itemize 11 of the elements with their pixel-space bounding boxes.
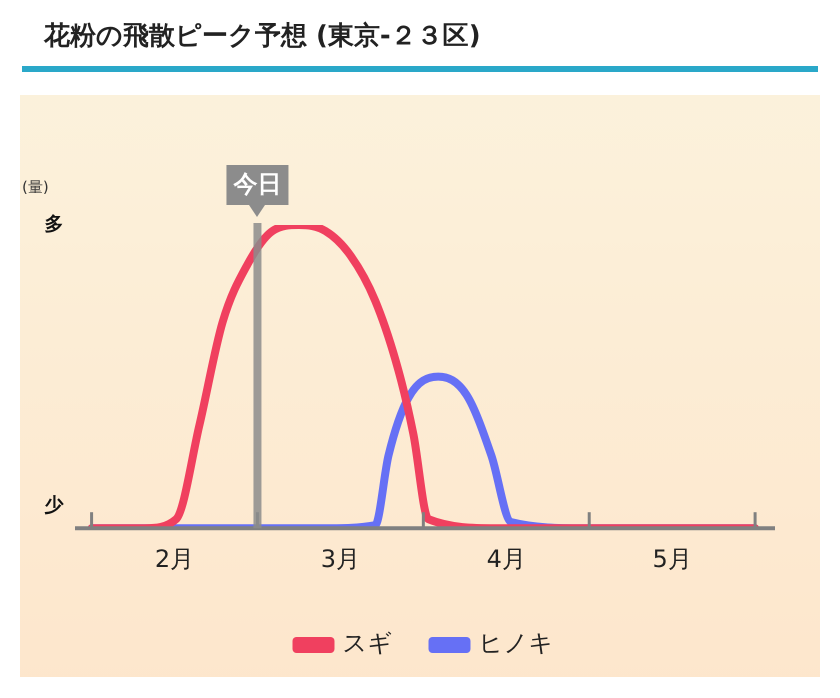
legend-label: スギ bbox=[342, 629, 392, 658]
x-tick-label: 4月 bbox=[486, 544, 526, 573]
legend-label: ヒノキ bbox=[478, 629, 554, 658]
x-tick-label: 5月 bbox=[652, 544, 692, 573]
text: 多 bbox=[44, 212, 64, 235]
text: 少 bbox=[44, 494, 64, 516]
y-axis-title: (量) bbox=[22, 178, 49, 197]
x-tick-label: 2月 bbox=[154, 544, 194, 573]
ref-line-label: 今日 bbox=[232, 170, 282, 198]
x-tick-label: 3月 bbox=[320, 544, 360, 573]
chart-title: 花粉の飛散ピーク予想 (東京-２３区) bbox=[44, 20, 481, 53]
